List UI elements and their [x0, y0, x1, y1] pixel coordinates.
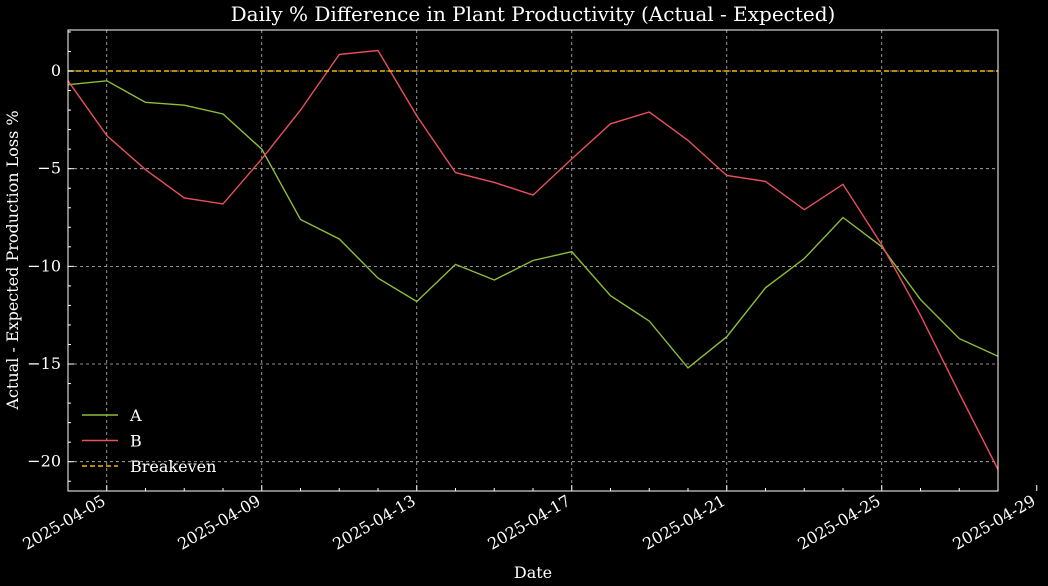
legend-label-b: B: [130, 432, 142, 451]
chart-title: Daily % Difference in Plant Productivity…: [231, 2, 836, 26]
series-line-a: [67, 80, 999, 369]
x-tick-label: 2025-04-09: [174, 491, 263, 554]
y-tick-label: −20: [27, 452, 61, 471]
legend: AB Breakeven: [82, 406, 216, 476]
x-tick-label: 2025-04-25: [794, 491, 883, 554]
series-line-b: [67, 49, 999, 470]
series-lines: [67, 49, 999, 470]
legend-label-a: A: [129, 406, 142, 425]
y-tick-label: −15: [27, 354, 61, 373]
x-tick-label: 2025-04-29: [949, 491, 1038, 554]
x-tick-label: 2025-04-17: [484, 491, 573, 554]
y-tick-label: −10: [27, 256, 61, 275]
y-tick-label: 0: [51, 61, 61, 80]
x-tick-label: 2025-04-05: [19, 491, 108, 554]
y-axis-label: Actual - Expected Production Loss %: [3, 110, 22, 410]
x-tick-label: 2025-04-21: [639, 491, 728, 554]
legend-label-breakeven: Breakeven: [130, 457, 216, 476]
x-tick-label: 2025-04-13: [329, 491, 418, 554]
x-axis-label: Date: [514, 563, 552, 582]
y-tick-label: −5: [37, 159, 61, 178]
